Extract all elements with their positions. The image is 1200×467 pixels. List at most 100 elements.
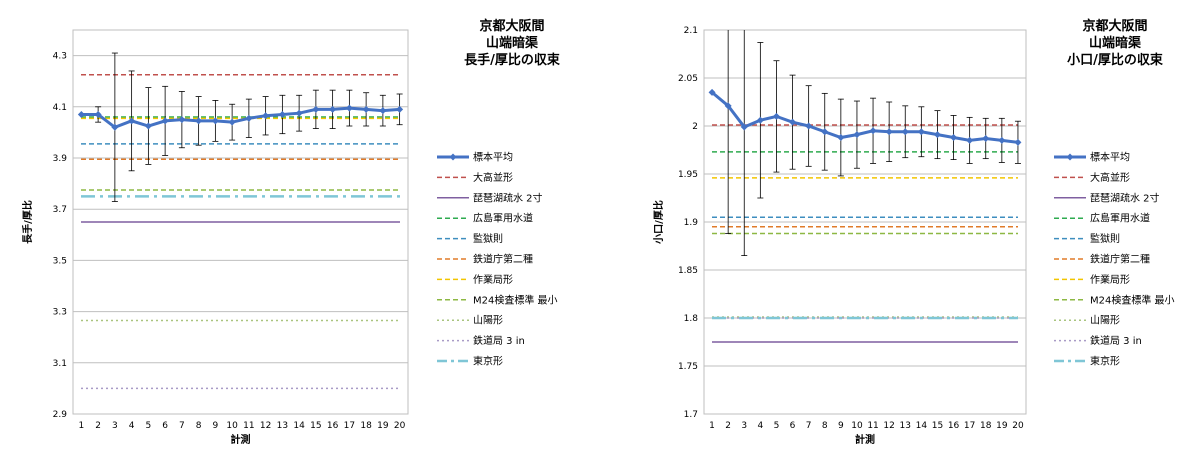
data-point <box>144 122 152 130</box>
title-line-2: 山端暗渠 <box>485 36 538 51</box>
data-point <box>885 128 893 136</box>
legend-label: 監獄則 <box>473 232 503 245</box>
data-point <box>853 131 861 139</box>
y-tick-label: 4.3 <box>53 52 67 62</box>
x-tick-label: 12 <box>260 421 271 431</box>
data-point <box>312 105 320 113</box>
data-point <box>708 88 716 96</box>
x-tick-label: 12 <box>883 421 894 431</box>
data-point <box>94 110 102 118</box>
data-point <box>837 134 845 142</box>
data-point <box>161 117 169 125</box>
x-tick-label: 10 <box>226 421 238 431</box>
data-point <box>1014 138 1022 146</box>
x-tick-label: 20 <box>1012 421 1024 431</box>
x-tick-label: 7 <box>179 421 185 431</box>
legend-label: M24検査標準 最小 <box>473 293 558 306</box>
y-axis-label: 長手/厚比 <box>21 200 34 244</box>
x-tick-label: 15 <box>932 421 943 431</box>
legend-label: 鉄道局 3 in <box>473 334 525 347</box>
y-tick-label: 1.9 <box>684 218 699 228</box>
title-line-1: 京都大阪間 <box>479 19 545 34</box>
plot-area <box>72 29 409 415</box>
x-tick-label: 5 <box>146 421 152 431</box>
data-point <box>262 112 270 120</box>
x-tick-label: 16 <box>948 421 960 431</box>
x-tick-label: 10 <box>851 421 863 431</box>
x-tick-label: 17 <box>344 421 355 431</box>
data-point <box>966 136 974 144</box>
data-point <box>77 110 85 118</box>
legend-label: 広島軍用水道 <box>1090 212 1150 225</box>
y-tick-label: 1.95 <box>678 170 698 180</box>
data-point <box>345 104 353 112</box>
x-tick-label: 1 <box>79 421 85 431</box>
legend-label: 鉄道庁第二種 <box>1090 253 1150 266</box>
data-point <box>379 107 387 115</box>
chart-panel-left: 2.9 3.1 3.3 3.5 3.7 3.9 4.1 4.3 1 2 3 4 5 6 7 8 9 10 11 12 1… <box>21 19 560 446</box>
y-tick-label: 1.75 <box>678 362 698 372</box>
x-tick-label: 15 <box>310 421 321 431</box>
x-tick-label: 6 <box>162 421 168 431</box>
legend-label: 広島軍用水道 <box>473 212 533 225</box>
y-tick-label: 2.9 <box>53 410 68 420</box>
y-tick-label: 2.1 <box>684 26 698 36</box>
data-point <box>740 123 748 131</box>
data-point <box>362 105 370 113</box>
x-tick-label: 14 <box>916 421 928 431</box>
chart-panel-right: 1.7 1.75 1.8 1.85 1.9 1.95 2 2.05 2.1 1 2 3 4 5 6 7 8 9 10… <box>600 0 1200 467</box>
x-tick-label: 8 <box>196 421 202 431</box>
chart-left: 2.93.13.33.53.73.94.14.31 2 3 4 5 6 7 8 9 10 11 12 1… <box>21 29 558 446</box>
y-tick-label: 3.3 <box>53 308 67 318</box>
y-tick-label: 3.7 <box>53 205 67 215</box>
data-point <box>869 127 877 135</box>
data-point <box>396 105 404 113</box>
y-tick-label: 2 <box>692 122 698 132</box>
data-point <box>789 118 797 126</box>
x-tick-label: 4 <box>129 421 135 431</box>
x-tick-label: 13 <box>277 421 288 431</box>
data-point <box>756 116 764 124</box>
data-point <box>933 131 941 139</box>
x-tick-label: 18 <box>980 421 992 431</box>
data-point <box>211 117 219 125</box>
x-axis-label: 計測 <box>855 433 875 446</box>
data-point <box>901 128 909 136</box>
title-line-3: 長手/厚比の収束 <box>464 53 560 68</box>
legend-label: 標本平均 <box>1090 151 1130 164</box>
legend-label: 大高並形 <box>473 171 513 184</box>
y-tick-label: 2.05 <box>678 74 698 84</box>
y-tick-label: 3.9 <box>53 154 68 164</box>
x-tick-label: 3 <box>741 421 747 431</box>
legend-label: 大高並形 <box>1090 171 1130 184</box>
legend-label: 東京形 <box>473 355 503 368</box>
legend-label: 山陽形 <box>473 315 503 327</box>
x-tick-label: 9 <box>213 421 219 431</box>
x-tick-label: 2 <box>725 421 731 431</box>
title-line-2: 山端暗渠 <box>1088 36 1141 51</box>
x-tick-label: 17 <box>964 421 975 431</box>
y-tick-label: 1.7 <box>684 410 698 420</box>
y-tick-label: 1.8 <box>684 314 699 324</box>
title-line-1: 京都大阪間 <box>1082 19 1148 34</box>
y-tick-label: 4.1 <box>53 103 67 113</box>
legend-marker <box>449 153 457 161</box>
y-tick-label: 3.1 <box>53 359 67 369</box>
x-tick-label: 11 <box>243 421 254 431</box>
legend-label: 監獄則 <box>1090 232 1120 245</box>
legend-label: 作業局形 <box>473 273 513 286</box>
x-tick-label: 4 <box>757 421 763 431</box>
legend-label: 東京形 <box>1090 355 1120 368</box>
data-point <box>195 117 203 125</box>
legend-label: 山陽形 <box>1090 315 1120 327</box>
y-axis-label: 小口/厚比 <box>652 200 665 245</box>
x-tick-label: 6 <box>790 421 796 431</box>
chart-right-title: 京都大阪間 山端暗渠 小口/厚比の収束 <box>1040 18 1190 69</box>
x-tick-label: 2 <box>95 421 101 431</box>
x-tick-label: 14 <box>293 421 305 431</box>
data-point <box>278 110 286 118</box>
data-point <box>128 117 136 125</box>
x-tick-label: 9 <box>838 421 844 431</box>
data-point <box>329 105 337 113</box>
